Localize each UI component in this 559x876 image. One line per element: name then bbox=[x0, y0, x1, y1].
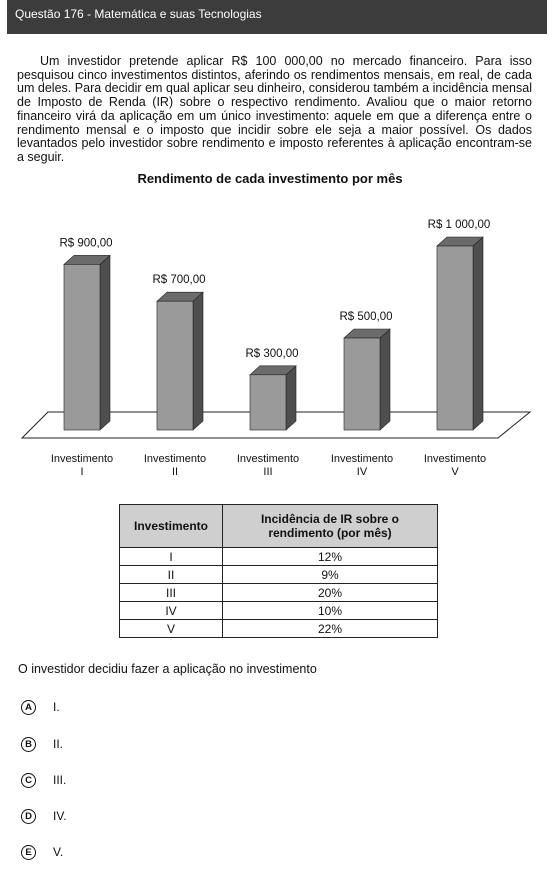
table-cell-investimento: V bbox=[119, 619, 223, 638]
option-d[interactable]: D IV. bbox=[21, 807, 67, 825]
option-text: III. bbox=[53, 773, 67, 787]
bar-side bbox=[472, 236, 484, 431]
table-cell-incidencia: 9% bbox=[222, 565, 438, 584]
option-letter-badge[interactable]: E bbox=[21, 844, 36, 860]
table-cell-incidencia: 10% bbox=[222, 601, 438, 620]
table-row: I 12% bbox=[119, 547, 438, 566]
bar-front bbox=[436, 245, 474, 431]
table-cell-incidencia: 12% bbox=[222, 547, 438, 566]
table-row: V 22% bbox=[119, 619, 438, 638]
bars-group: R$ 900,00 R$ 700,00 R$ 300,00 R$ 500,00 R$ 1… bbox=[59, 219, 491, 431]
table-row: IV 10% bbox=[119, 601, 438, 620]
option-c[interactable]: C III. bbox=[21, 771, 66, 789]
bar-side bbox=[99, 254, 111, 431]
option-letter-badge[interactable]: C bbox=[21, 772, 36, 788]
chart-title: Rendimento de cada investimento por mês bbox=[137, 171, 403, 186]
category-label: Investimento bbox=[51, 453, 113, 465]
bar bbox=[343, 328, 391, 431]
bar-front bbox=[343, 337, 381, 431]
category-label-numeral: II bbox=[172, 466, 178, 478]
bar-value-label: R$ 500,00 bbox=[339, 311, 392, 323]
bar-value-label: R$ 300,00 bbox=[245, 348, 298, 360]
ir-table-header-incidencia: Incidência de IR sobre o rendimento (por… bbox=[222, 504, 438, 548]
ir-table-header-investimento: Investimento bbox=[119, 504, 223, 548]
bar-side bbox=[285, 365, 297, 431]
option-text: I. bbox=[53, 700, 60, 714]
option-b[interactable]: B II. bbox=[21, 735, 63, 753]
question-header: Questão 176 - Matemática e suas Tecnolog… bbox=[7, 0, 547, 34]
option-text: IV. bbox=[53, 809, 67, 823]
bar bbox=[249, 365, 297, 431]
table-cell-investimento: II bbox=[119, 565, 223, 584]
bar-value-label: R$ 1 000,00 bbox=[428, 219, 491, 231]
question-prompt: O investidor decidiu fazer a aplicação n… bbox=[18, 662, 317, 676]
bar bbox=[436, 236, 484, 431]
option-text: V. bbox=[53, 845, 64, 859]
bar-front bbox=[249, 374, 287, 431]
category-label-numeral: I bbox=[80, 466, 83, 478]
category-label: Investimento bbox=[424, 453, 486, 465]
option-a[interactable]: A I. bbox=[21, 698, 60, 716]
bar-front bbox=[63, 264, 101, 431]
category-label-numeral: IV bbox=[357, 466, 368, 478]
bar-value-label: R$ 700,00 bbox=[152, 274, 205, 286]
bar-side bbox=[379, 328, 391, 431]
bar-value-label: R$ 900,00 bbox=[59, 237, 112, 249]
question-paragraph: Um investidor pretende aplicar R$ 100 00… bbox=[17, 54, 532, 164]
option-letter-badge[interactable]: D bbox=[21, 808, 36, 824]
option-letter-badge[interactable]: A bbox=[21, 699, 36, 715]
bar-chart: R$ 900,00 R$ 700,00 R$ 300,00 R$ 500,00 R$ 1… bbox=[20, 219, 532, 478]
option-text: II. bbox=[53, 737, 64, 751]
category-label-numeral: V bbox=[451, 466, 459, 478]
option-e[interactable]: E V. bbox=[21, 843, 63, 861]
ir-table: Investimento Incidência de IR sobre o re… bbox=[119, 504, 438, 638]
option-letter-badge[interactable]: B bbox=[21, 736, 36, 752]
table-cell-investimento: III bbox=[119, 583, 223, 602]
table-cell-investimento: I bbox=[119, 547, 223, 566]
question-header-title: Questão 176 - Matemática e suas Tecnolog… bbox=[15, 7, 262, 21]
category-label: Investimento bbox=[331, 453, 393, 465]
category-label-numeral: III bbox=[263, 466, 272, 478]
table-cell-investimento: IV bbox=[119, 601, 223, 620]
table-row: III 20% bbox=[119, 583, 438, 602]
category-label: Investimento bbox=[237, 453, 299, 465]
table-cell-incidencia: 20% bbox=[222, 583, 438, 602]
table-row: II 9% bbox=[119, 565, 438, 584]
bar-side bbox=[192, 291, 204, 431]
bar bbox=[63, 254, 111, 431]
category-labels-group: InvestimentoIInvestimentoIIInvestimentoI… bbox=[51, 453, 486, 478]
table-cell-incidencia: 22% bbox=[222, 619, 438, 638]
bar bbox=[156, 291, 204, 431]
bar-front bbox=[156, 300, 194, 431]
category-label: Investimento bbox=[144, 453, 206, 465]
